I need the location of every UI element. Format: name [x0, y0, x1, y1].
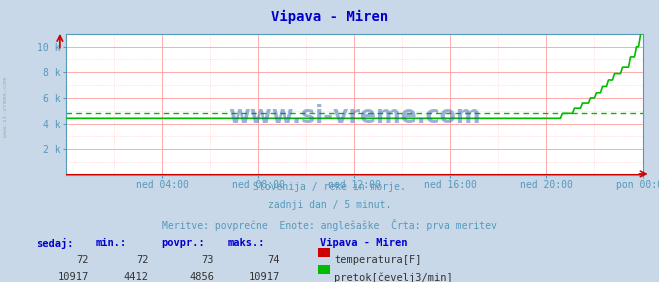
Text: min.:: min.:: [96, 238, 127, 248]
Text: 10917: 10917: [249, 272, 280, 282]
Text: sedaj:: sedaj:: [36, 238, 74, 249]
Text: www.si-vreme.com: www.si-vreme.com: [228, 103, 480, 128]
Text: Meritve: povprečne  Enote: anglešaške  Črta: prva meritev: Meritve: povprečne Enote: anglešaške Črt…: [162, 219, 497, 231]
Text: povpr.:: povpr.:: [161, 238, 205, 248]
Text: temperatura[F]: temperatura[F]: [334, 255, 422, 265]
Text: 4856: 4856: [189, 272, 214, 282]
Text: Slovenija / reke in morje.: Slovenija / reke in morje.: [253, 182, 406, 192]
Text: pretok[čevelj3/min]: pretok[čevelj3/min]: [334, 272, 453, 282]
Text: www.si-vreme.com: www.si-vreme.com: [3, 77, 9, 137]
Text: 72: 72: [76, 255, 89, 265]
Text: 72: 72: [136, 255, 148, 265]
Text: zadnji dan / 5 minut.: zadnji dan / 5 minut.: [268, 200, 391, 210]
Text: maks.:: maks.:: [227, 238, 265, 248]
Text: 74: 74: [268, 255, 280, 265]
Text: 4412: 4412: [123, 272, 148, 282]
Text: Vipava - Miren: Vipava - Miren: [320, 238, 407, 248]
Text: Vipava - Miren: Vipava - Miren: [271, 10, 388, 24]
Text: 73: 73: [202, 255, 214, 265]
Text: 10917: 10917: [58, 272, 89, 282]
